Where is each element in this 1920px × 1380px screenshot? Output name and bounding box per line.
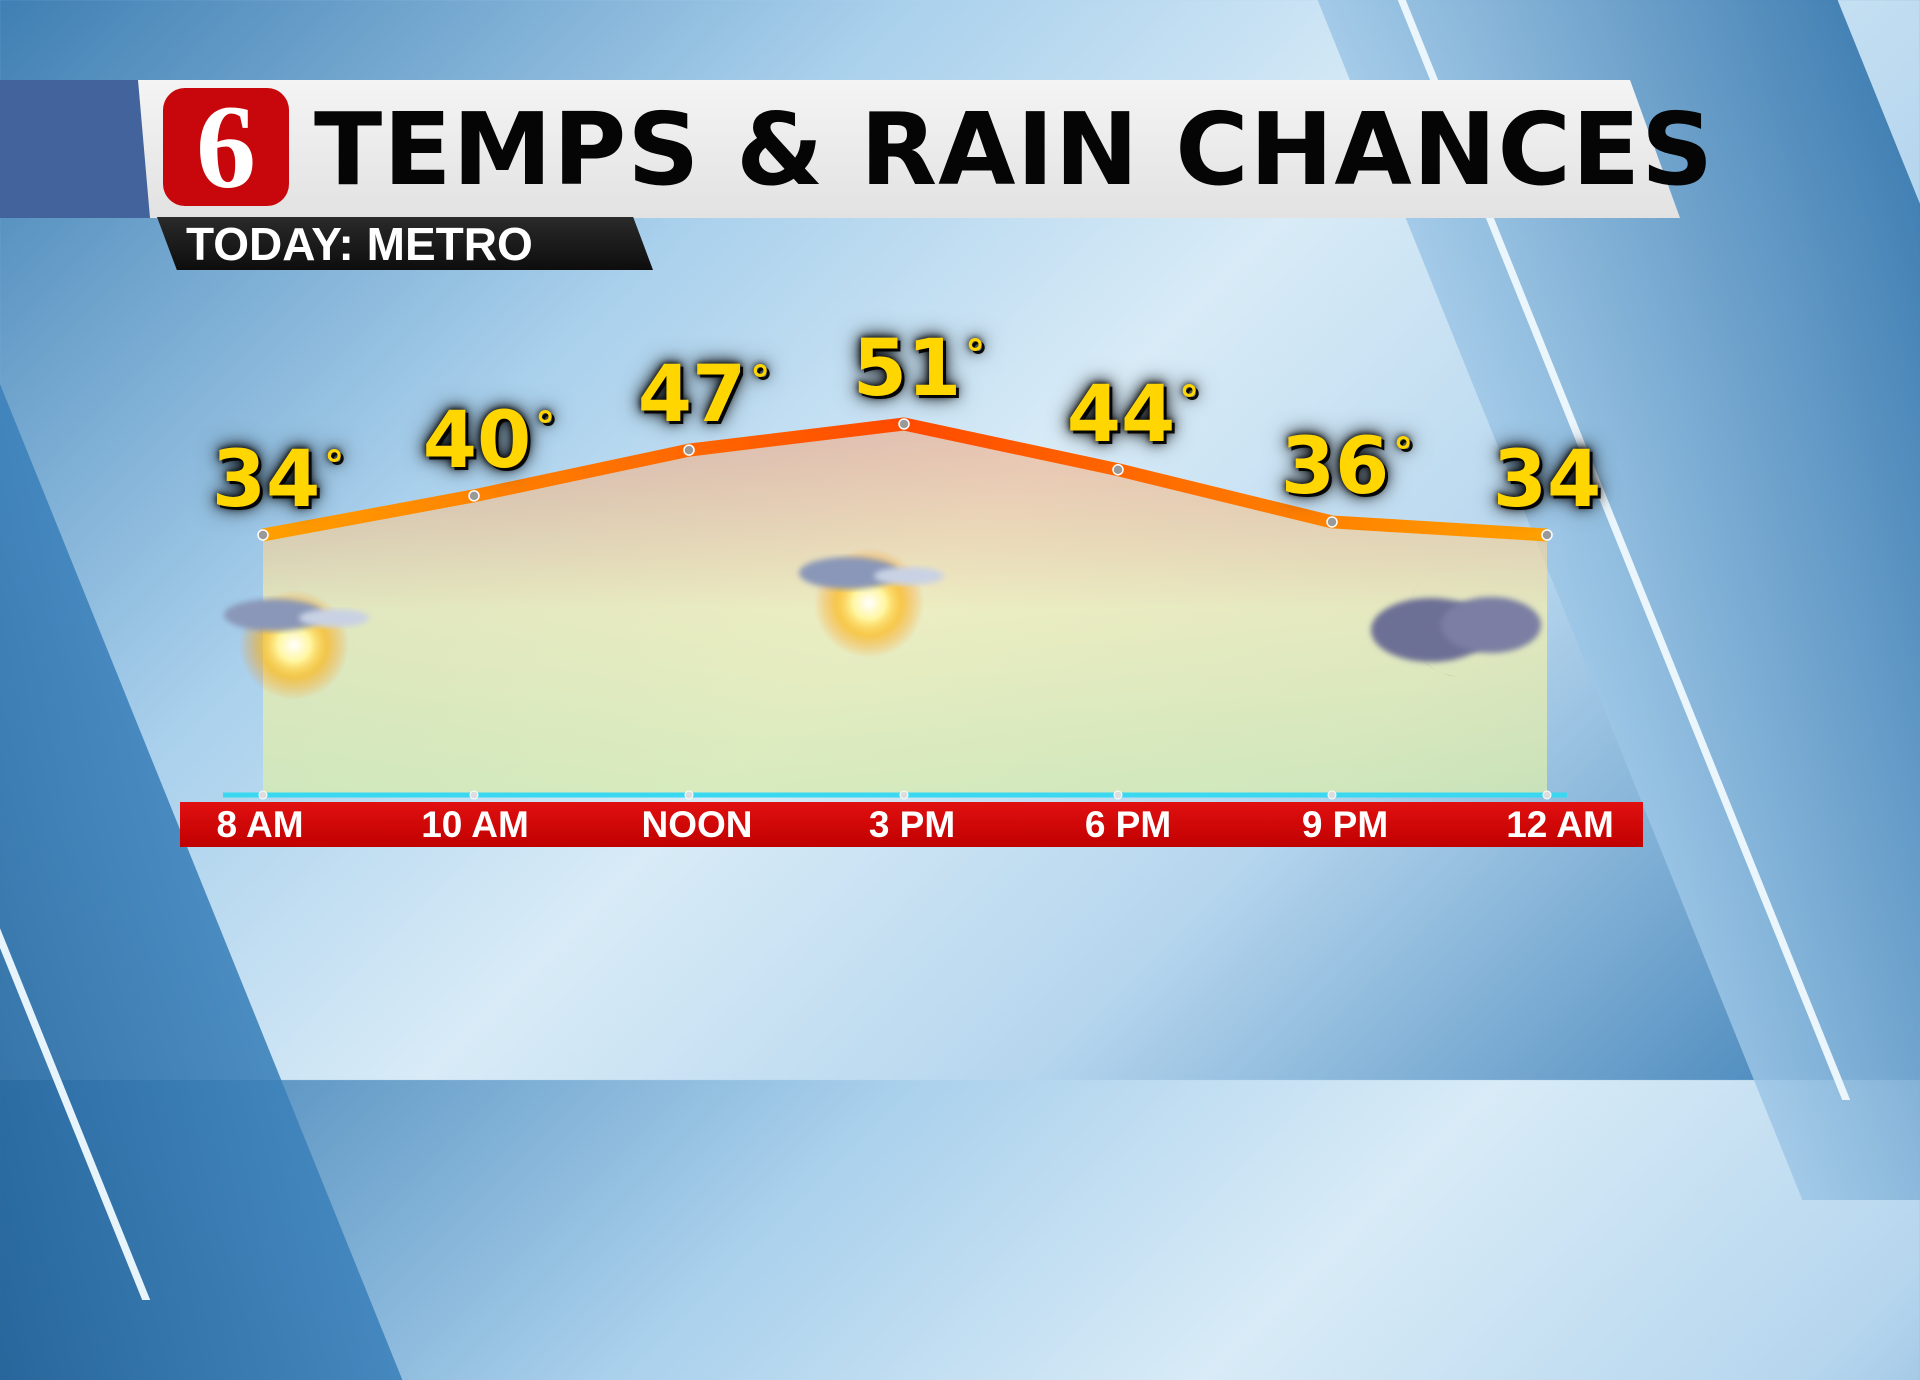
data-point-1 <box>468 490 480 502</box>
degree-symbol: ° <box>965 331 986 378</box>
partly-sunny-icon <box>799 548 944 658</box>
temp-label: 44 ° <box>1067 375 1200 455</box>
axis-tick-5 <box>1327 790 1337 800</box>
axis-tick-6 <box>1542 790 1552 800</box>
temp-value: 40 <box>422 395 532 486</box>
degree-symbol: ° <box>1179 377 1200 424</box>
temp-value: 34 <box>1492 435 1602 525</box>
temp-value: 44 <box>1066 369 1176 460</box>
temperature-chart <box>223 417 1567 800</box>
temp-label: 36 ° <box>1281 427 1414 507</box>
time-axis-bar <box>180 802 1643 847</box>
data-point-5 <box>1326 516 1338 528</box>
data-point-3 <box>898 418 910 430</box>
temp-value: 36 <box>1280 421 1390 512</box>
degree-symbol: ° <box>1393 429 1414 476</box>
data-point-4 <box>1112 463 1124 476</box>
axis-tick-1 <box>469 790 479 800</box>
time-label: 8 AM <box>216 804 304 845</box>
data-point-2 <box>683 444 695 456</box>
time-label: 12 AM <box>1506 804 1614 845</box>
partly-sunny-icon <box>224 590 369 700</box>
temp-label: 34 <box>1493 440 1602 520</box>
temp-label: 34 ° <box>212 440 345 520</box>
data-point-0 <box>257 529 269 541</box>
temp-label: 40 ° <box>423 401 556 481</box>
station-logo: 6 <box>163 88 289 206</box>
subtitle: TODAY: METRO <box>186 218 533 270</box>
degree-symbol: ° <box>750 358 771 405</box>
page-title: TEMPS & RAIN CHANCES <box>314 91 1715 208</box>
cloudy-night-moon-icon <box>1371 570 1541 678</box>
axis-tick-3 <box>899 790 909 800</box>
temp-value: 34 <box>211 435 321 525</box>
degree-symbol: ° <box>535 403 556 450</box>
temp-value: 51 <box>852 323 962 414</box>
axis-tick-2 <box>684 790 694 800</box>
temp-value: 47 <box>637 350 747 441</box>
data-point-6 <box>1541 529 1553 541</box>
subtitle-bar <box>157 217 653 270</box>
temp-label: 47 ° <box>638 355 771 435</box>
degree-symbol: ° <box>324 443 345 489</box>
time-label: 9 PM <box>1301 804 1389 845</box>
time-label: NOON <box>641 804 753 845</box>
axis-tick-0 <box>258 790 268 800</box>
temp-label: 51 ° <box>853 329 986 409</box>
time-label: 3 PM <box>868 804 956 845</box>
time-label: 6 PM <box>1084 804 1172 845</box>
time-label: 10 AM <box>421 804 529 845</box>
header-accent <box>0 80 150 218</box>
logo-text: 6 <box>196 88 256 206</box>
axis-tick-4 <box>1113 790 1123 800</box>
